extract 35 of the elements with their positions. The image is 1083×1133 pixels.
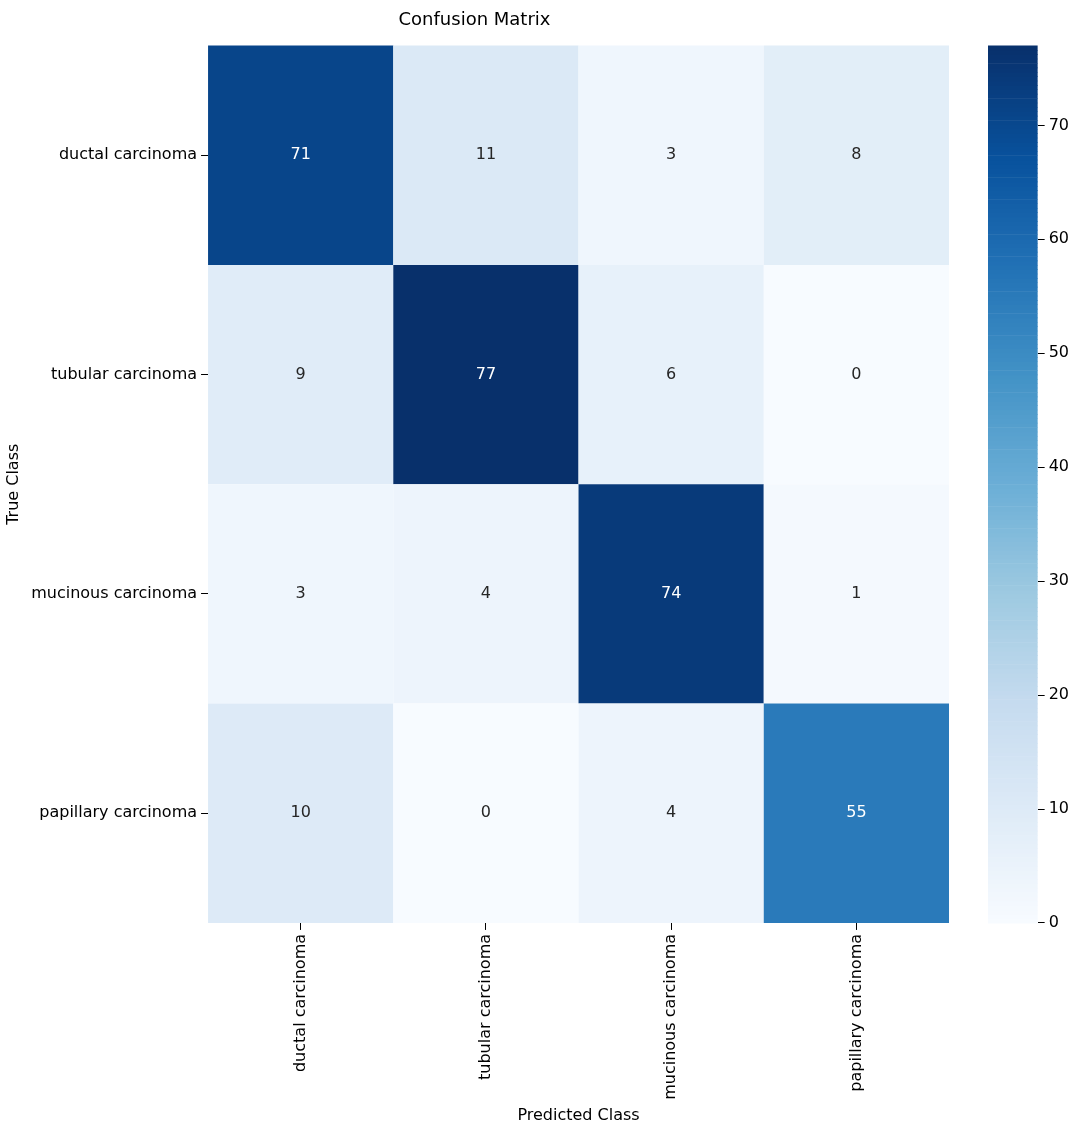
- data-label: 0: [851, 363, 862, 383]
- color-bar-label: 50: [1048, 342, 1069, 362]
- data-label: 77: [475, 363, 497, 383]
- y-tick-label: papillary carcinoma: [39, 802, 198, 822]
- color-bar-label: 70: [1048, 114, 1069, 134]
- color-bar-label: 0: [1048, 912, 1059, 932]
- color-bar-label: 30: [1048, 570, 1069, 590]
- data-label: 4: [666, 802, 677, 822]
- color-bar-label: 40: [1048, 456, 1069, 476]
- data-label: 8: [851, 144, 862, 164]
- data-label: 71: [290, 144, 311, 164]
- color-bar-label: 10: [1048, 798, 1069, 818]
- data-label: 6: [666, 363, 677, 383]
- data-label: 0: [480, 802, 491, 822]
- chart-title: Confusion Matrix: [398, 8, 551, 30]
- data-label: 11: [475, 144, 497, 164]
- data-label: 3: [295, 583, 306, 603]
- color-bar-label: 20: [1048, 684, 1069, 704]
- y-tick-label: tubular carcinoma: [51, 363, 198, 383]
- y-tick-label: ductal carcinoma: [58, 144, 198, 164]
- x-axis-title: Predicted Class: [517, 1104, 640, 1124]
- color-bar-label: 60: [1048, 228, 1069, 248]
- y-axis-title: True Class: [2, 443, 22, 526]
- data-label: 4: [480, 583, 491, 603]
- data-label: 1: [851, 583, 862, 603]
- y-tick-label: mucinous carcinoma: [31, 583, 198, 603]
- data-label: 9: [295, 363, 306, 383]
- data-label: 74: [660, 583, 682, 603]
- x-tick-label: ductal carcinoma: [289, 933, 309, 1073]
- x-tick-label: mucinous carcinoma: [660, 933, 680, 1100]
- x-tick-label: tubular carcinoma: [475, 933, 495, 1080]
- data-label: 10: [290, 802, 311, 822]
- data-label: 55: [846, 802, 867, 822]
- data-label: 3: [666, 144, 677, 164]
- x-tick-label: papillary carcinoma: [845, 933, 865, 1092]
